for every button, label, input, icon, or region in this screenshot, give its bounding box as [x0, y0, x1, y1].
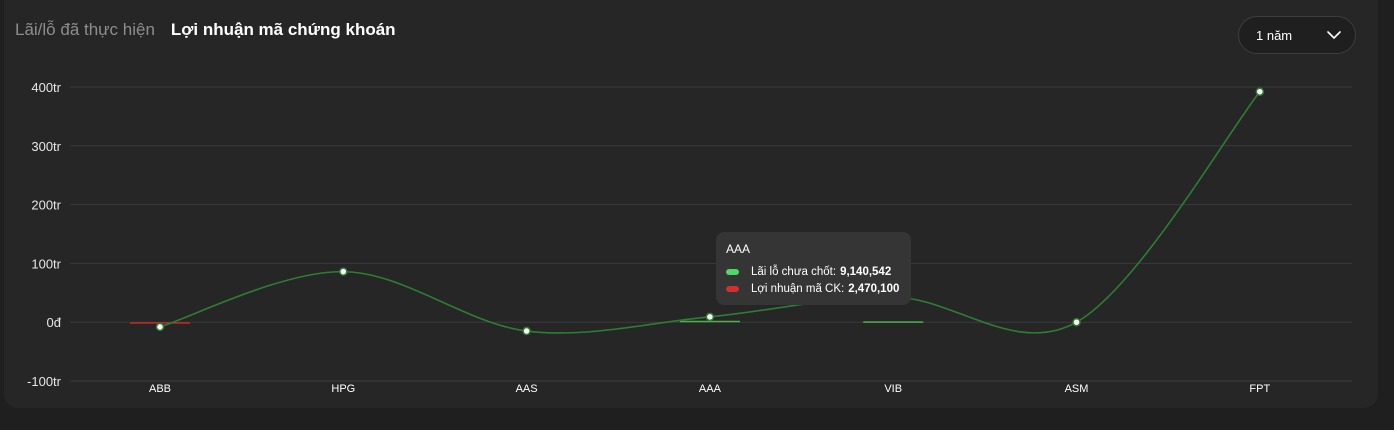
x-tick-label: AAA: [699, 383, 722, 395]
chevron-down-icon: [1327, 31, 1341, 39]
y-tick-label: 0đ: [47, 315, 62, 330]
line-point: [1072, 317, 1081, 327]
bar: [863, 321, 924, 323]
tooltip-label: Lợi nhuận mã CK:: [751, 282, 845, 295]
tooltip-swatch: [726, 268, 739, 275]
line-points: [155, 87, 1265, 336]
line-point: [522, 326, 531, 336]
chart-grid: [70, 86, 1352, 382]
x-tick-label: VIB: [884, 383, 902, 395]
y-tick-label: 400tr: [31, 80, 61, 95]
line-series: [159, 91, 1261, 334]
y-tick-label: 200tr: [31, 198, 61, 213]
tooltip-label: Lãi lỗ chưa chốt:: [751, 265, 837, 278]
x-tick-label: ASM: [1065, 383, 1089, 395]
x-tick-label: HPG: [331, 383, 355, 395]
tooltip-row: Lợi nhuận mã CK: 2,470,100: [726, 280, 901, 297]
x-tick-label: AAS: [516, 383, 538, 395]
tab-realized-profit[interactable]: Lãi/lỗ đã thực hiện: [15, 20, 155, 39]
tab-stock-profit[interactable]: Lợi nhuận mã chứng khoán: [170, 20, 396, 39]
line-point: [1255, 87, 1265, 96]
y-tick-label: 100tr: [31, 256, 61, 271]
tooltip-title: AAA: [726, 242, 751, 256]
tooltip-value: 9,140,542: [840, 265, 892, 278]
y-tick-label: -100tr: [27, 374, 62, 389]
tooltip-swatch: [726, 285, 739, 292]
tab-bar: Lãi/lỗ đã thực hiện Lợi nhuận mã chứng k…: [15, 20, 396, 40]
x-tick-label: FPT: [1249, 383, 1270, 395]
period-select-value: 1 năm: [1256, 27, 1293, 43]
chart-tooltip: AAA Lãi lỗ chưa chốt: 9,140,542 Lợi nhuậ…: [716, 232, 911, 305]
period-select[interactable]: 1 năm: [1238, 16, 1356, 54]
y-tick-label: 300tr: [31, 139, 61, 154]
x-axis-ticks: ABB HPG AAS AAA VIB ASM FPT: [149, 383, 1270, 395]
bar: [679, 320, 740, 323]
chart-panel: [4, 0, 1378, 408]
x-tick-label: ABB: [149, 383, 171, 395]
line-point: [339, 267, 348, 276]
tooltip-value: 2,470,100: [848, 282, 900, 295]
line-point: [155, 322, 165, 332]
tooltip-row: Lãi lỗ chưa chốt: 9,140,542: [726, 263, 901, 280]
line-point: [705, 312, 715, 322]
y-axis-ticks: 400tr 300tr 200tr 100tr 0đ -100tr: [27, 80, 62, 389]
